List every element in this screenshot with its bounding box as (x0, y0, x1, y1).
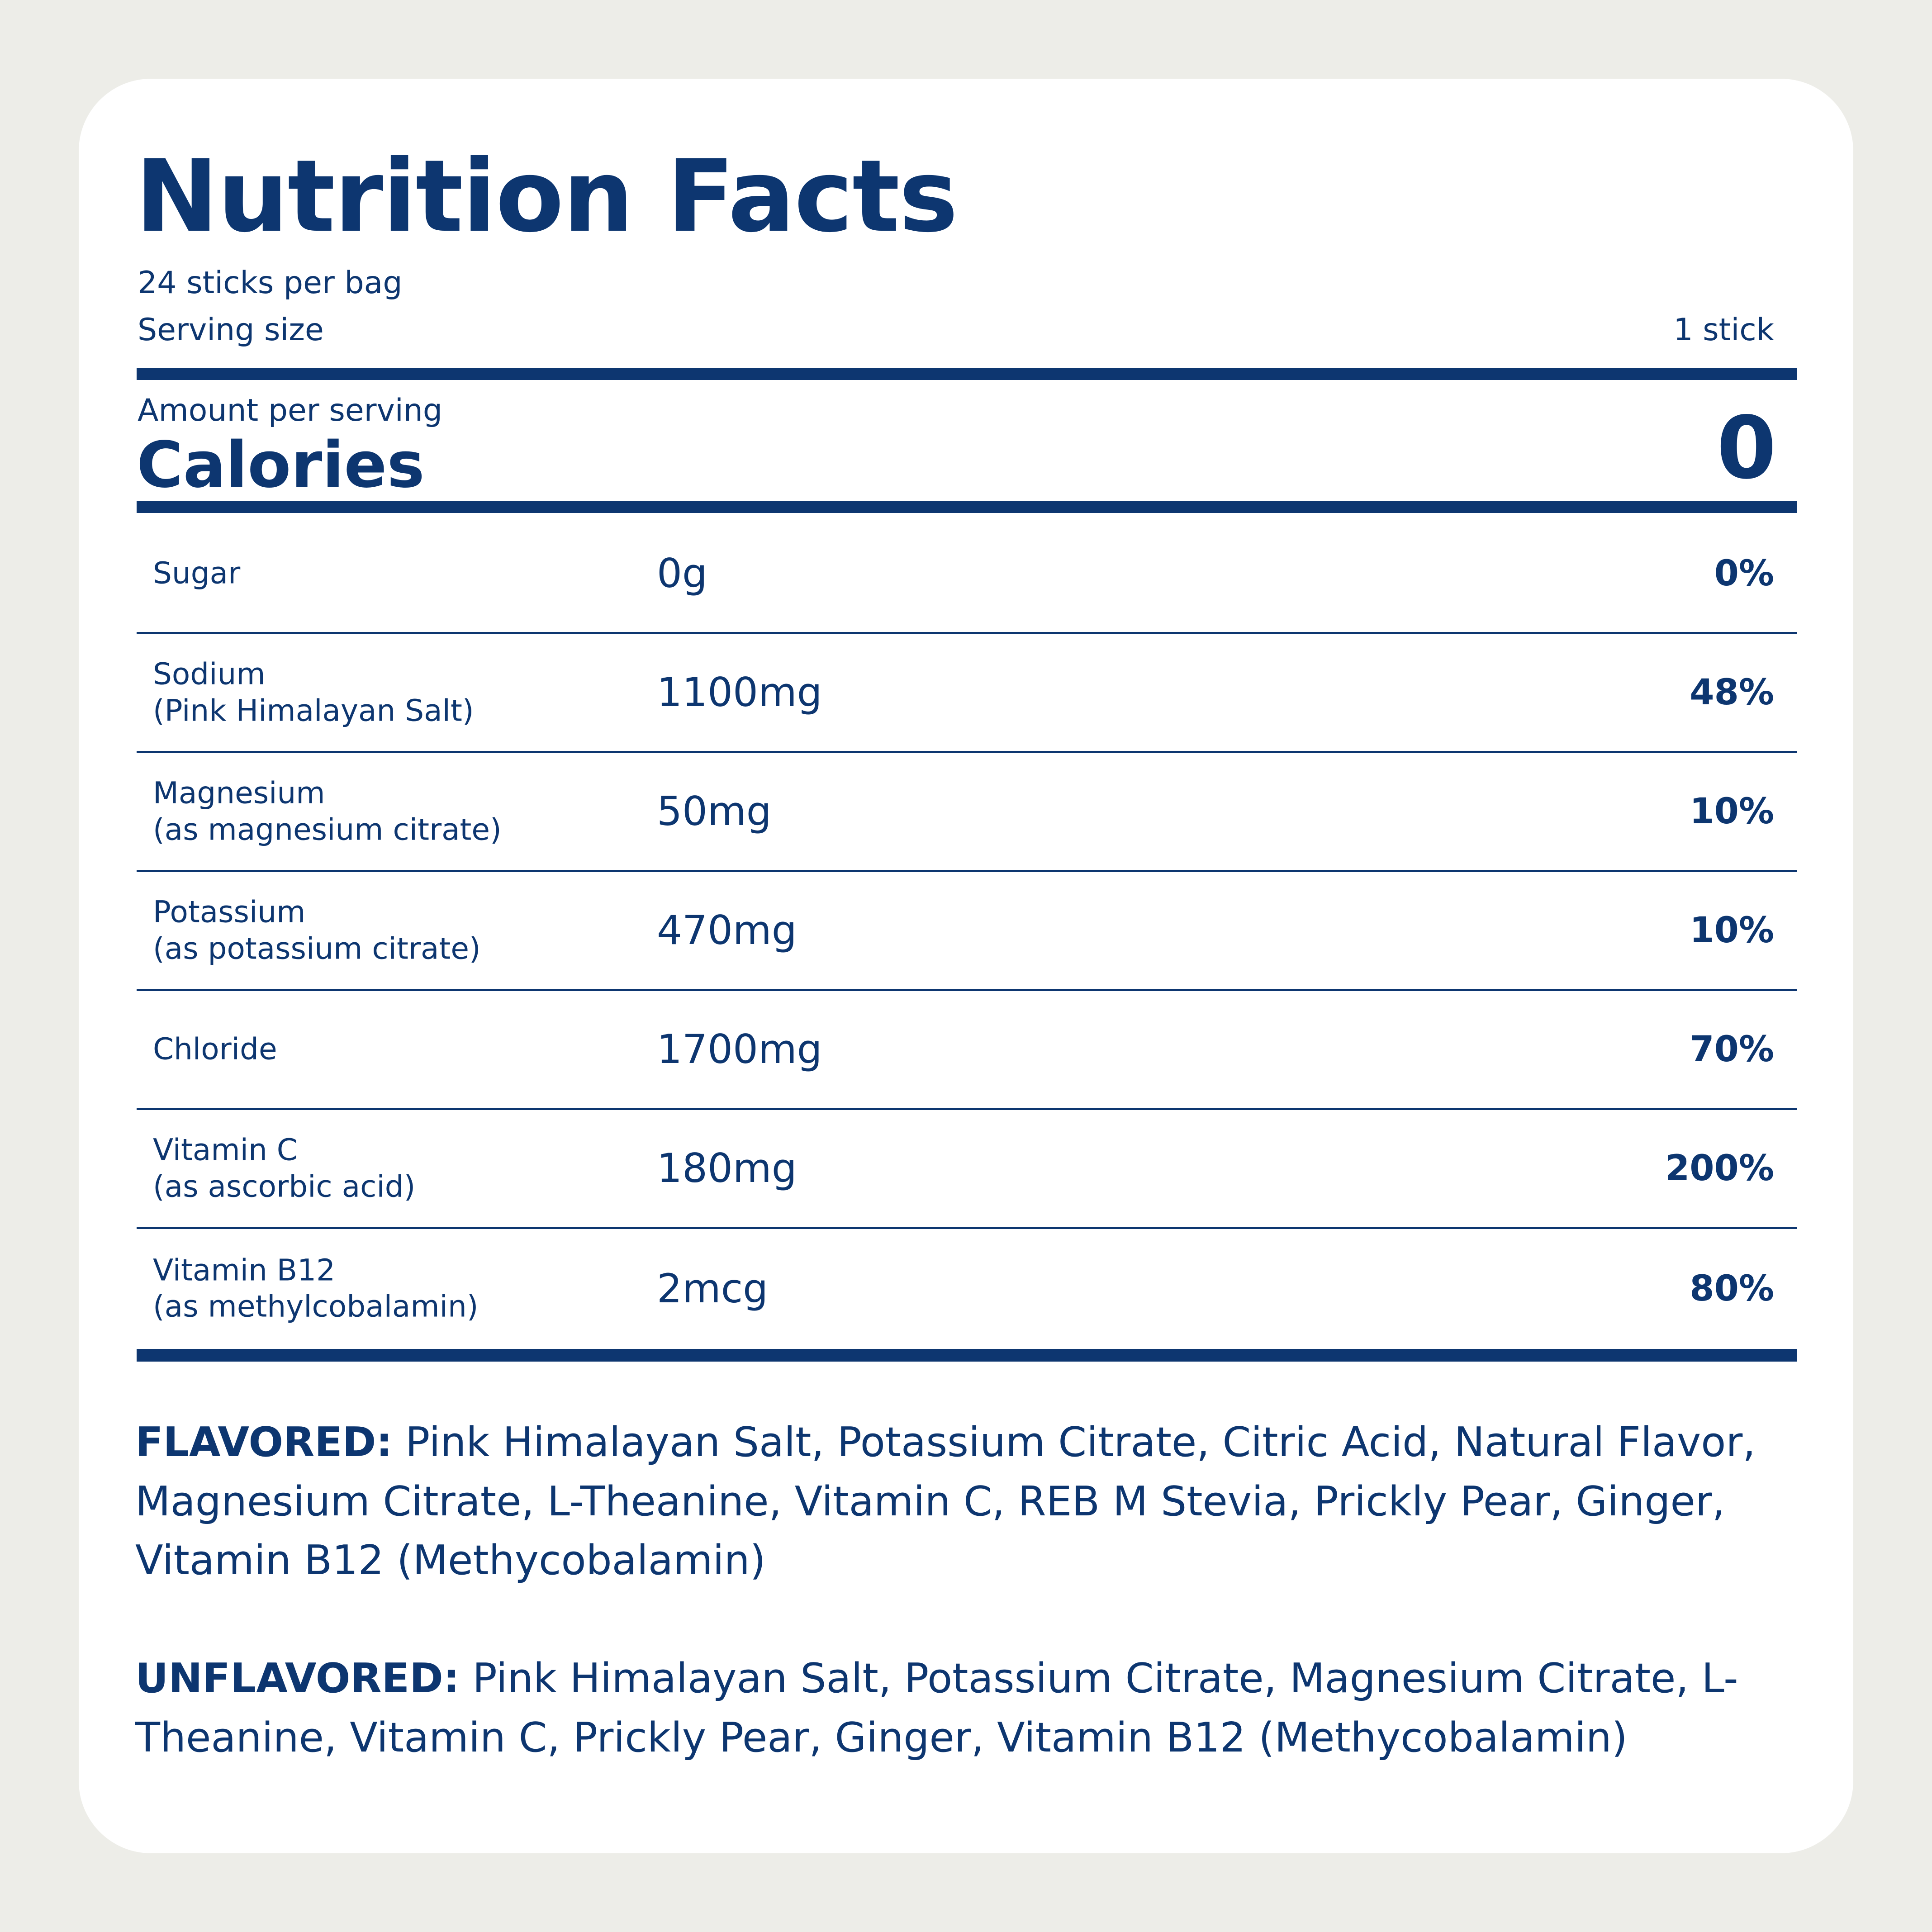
nutrient-name-sub: (as methylcobalamin) (153, 1289, 479, 1324)
thick-divider-calories (137, 501, 1797, 513)
nutrient-amount: 1100mg (657, 669, 822, 716)
unflavored-ingredients: UNFLAVORED: Pink Himalayan Salt, Potassi… (135, 1649, 1809, 1767)
nutrient-name-sub: (as ascorbic acid) (153, 1169, 416, 1204)
flavored-ingredients: FLAVORED: Pink Himalayan Salt, Potassium… (135, 1413, 1809, 1590)
nutrient-row-vitamin-b12: Vitamin B12 (as methylcobalamin) 2mcg 80… (137, 1229, 1797, 1348)
flavored-ingredients-text: Pink Himalayan Salt, Potassium Citrate, … (135, 1419, 1756, 1584)
nutrient-amount: 180mg (657, 1145, 797, 1191)
serving-size-value: 1 stick (1673, 312, 1774, 348)
thick-divider-bottom (137, 1349, 1797, 1362)
label-title: Nutrition Facts (135, 138, 958, 254)
nutrient-daily-value: 200% (1665, 1148, 1774, 1189)
amount-per-serving: Amount per serving (138, 393, 443, 428)
nutrient-name-main: Magnesium (153, 775, 325, 811)
calories-label: Calories (137, 428, 425, 502)
nutrient-name: Sodium (Pink Himalayan Salt) (153, 656, 474, 729)
nutrition-facts-card: Nutrition Facts 24 sticks per bag Servin… (79, 79, 1853, 1853)
nutrient-daily-value: 70% (1690, 1029, 1774, 1070)
nutrient-daily-value: 80% (1690, 1268, 1774, 1309)
thick-divider-top (137, 368, 1797, 380)
nutrient-name: Vitamin B12 (as methylcobalamin) (153, 1252, 479, 1325)
nutrient-daily-value: 0% (1714, 553, 1774, 594)
nutrient-name-main: Chloride (153, 1031, 277, 1067)
nutrient-row-vitamin-c: Vitamin C (as ascorbic acid) 180mg 200% (137, 1110, 1797, 1229)
nutrient-name-sub: (as potassium citrate) (153, 931, 481, 966)
nutrient-name: Chloride (153, 1031, 277, 1068)
unflavored-ingredients-text: Pink Himalayan Salt, Potassium Citrate, … (135, 1655, 1738, 1761)
nutrient-name: Vitamin C (as ascorbic acid) (153, 1132, 415, 1205)
nutrient-name-sub: (Pink Himalayan Salt) (153, 693, 474, 728)
nutrient-name-main: Sodium (153, 656, 266, 692)
nutrient-name-main: Vitamin B12 (153, 1252, 336, 1287)
nutrient-row-sodium: Sodium (Pink Himalayan Salt) 1100mg 48% (137, 634, 1797, 753)
nutrient-row-magnesium: Magnesium (as magnesium citrate) 50mg 10… (137, 753, 1797, 872)
unflavored-label: UNFLAVORED: (135, 1655, 460, 1702)
nutrient-name: Sugar (153, 555, 240, 592)
nutrient-name: Potassium (as potassium citrate) (153, 894, 481, 967)
nutrient-amount: 0g (657, 550, 707, 597)
nutrient-table: Sugar 0g 0% Sodium (Pink Himalayan Salt)… (137, 515, 1797, 1348)
nutrient-name-main: Vitamin C (153, 1132, 298, 1168)
nutrient-daily-value: 10% (1690, 791, 1774, 832)
nutrient-daily-value: 48% (1690, 672, 1774, 713)
nutrient-amount: 50mg (657, 788, 772, 835)
serving-size-label: Serving size (138, 312, 324, 348)
flavored-label: FLAVORED: (135, 1419, 393, 1466)
nutrient-amount: 470mg (657, 907, 797, 954)
nutrient-name-main: Potassium (153, 894, 306, 930)
calories-value: 0 (1716, 398, 1776, 498)
nutrient-row-chloride: Chloride 1700mg 70% (137, 991, 1797, 1110)
nutrient-name: Magnesium (as magnesium citrate) (153, 775, 502, 848)
nutrient-amount: 1700mg (657, 1026, 822, 1073)
servings-per-container: 24 sticks per bag (138, 265, 403, 301)
nutrient-row-sugar: Sugar 0g 0% (137, 515, 1797, 634)
nutrient-name-main: Sugar (153, 555, 241, 591)
nutrient-amount: 2mcg (657, 1265, 768, 1312)
nutrient-daily-value: 10% (1690, 910, 1774, 951)
nutrient-row-potassium: Potassium (as potassium citrate) 470mg 1… (137, 872, 1797, 991)
nutrient-name-sub: (as magnesium citrate) (153, 812, 502, 847)
